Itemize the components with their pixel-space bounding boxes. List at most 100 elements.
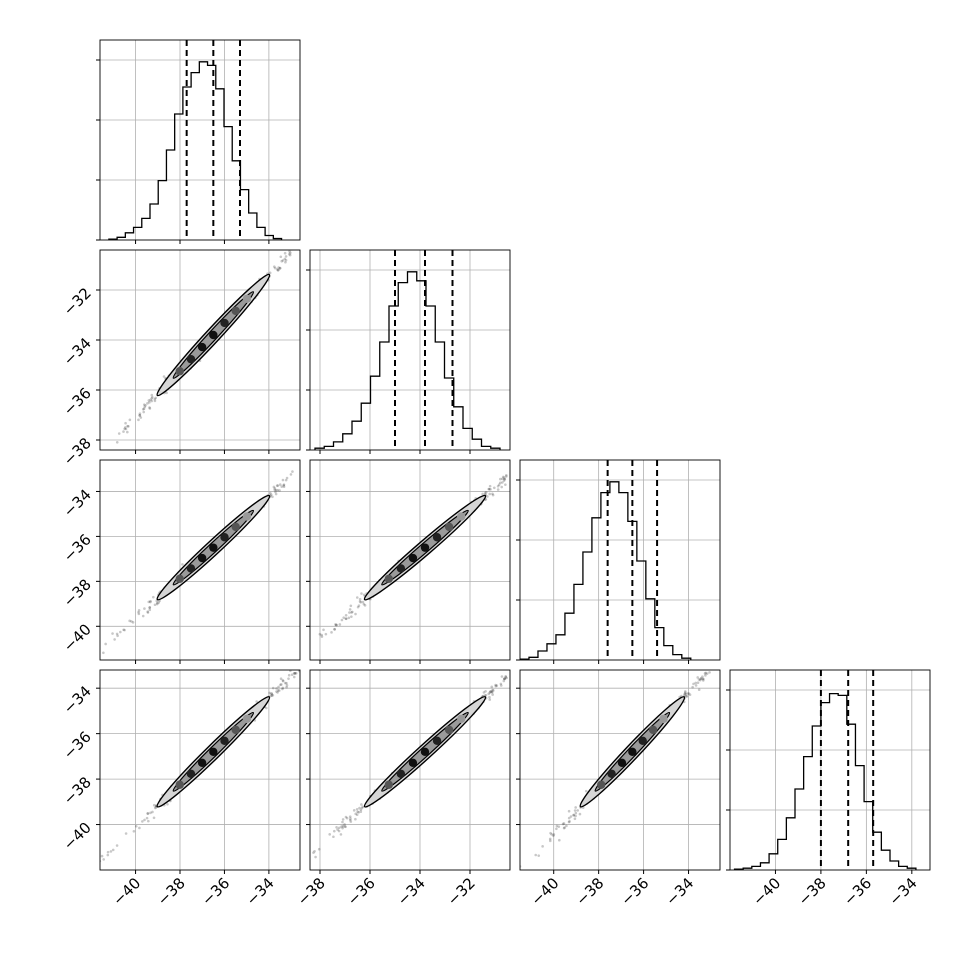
scatter-point [293, 671, 296, 675]
scatter-point [162, 375, 166, 378]
scatter-point [484, 690, 487, 693]
scatter-point [142, 403, 146, 406]
scatter-point [153, 399, 157, 403]
scatter-point [295, 665, 298, 668]
scatter-point [497, 483, 501, 487]
scatter-point [312, 652, 315, 655]
scatter-point [550, 629, 553, 632]
scatter-point [123, 427, 126, 431]
hist-panel-2 [516, 459, 721, 664]
scatter-point [491, 693, 494, 696]
scatter-point [362, 593, 366, 597]
scatter-point [561, 822, 565, 826]
scatter-point [359, 808, 363, 812]
scatter-point [344, 613, 348, 617]
scatter-point [284, 478, 288, 482]
scatter-point [132, 829, 136, 833]
scatter-point [124, 426, 127, 429]
scatter-point [149, 811, 152, 815]
x-tick-label: −40 [527, 874, 562, 909]
scatter-point [300, 664, 303, 667]
x-tick-label: −38 [154, 874, 189, 909]
scatter-point [363, 604, 367, 607]
scatter-panel-1-0 [96, 243, 305, 454]
scatter-point [100, 854, 104, 858]
scatter-point [281, 686, 285, 690]
scatter-point [717, 652, 720, 655]
y-tick-label: −32 [60, 284, 95, 319]
scatter-point [275, 484, 279, 487]
scatter-point [282, 485, 286, 488]
scatter-point [276, 269, 280, 272]
scatter-point [567, 816, 571, 820]
scatter-point [281, 679, 285, 682]
scatter-point [281, 259, 285, 262]
density-blob [432, 533, 442, 542]
scatter-point [255, 700, 258, 703]
scatter-point [277, 689, 281, 692]
scatter-point [148, 606, 151, 610]
scatter-point [280, 259, 284, 263]
scatter-point [701, 679, 705, 682]
scatter-point [488, 484, 492, 488]
scatter-point [343, 825, 347, 828]
scatter-point [273, 487, 277, 490]
scatter-point [332, 835, 335, 839]
scatter-point [534, 853, 538, 857]
scatter-point [498, 481, 502, 485]
scatter-point [275, 690, 278, 693]
density-blob [197, 758, 207, 767]
scatter-point [251, 695, 254, 698]
scatter-point [341, 824, 345, 828]
scatter-point [692, 682, 695, 686]
scatter-point [555, 824, 559, 828]
scatter-point [503, 477, 507, 481]
scatter-point [302, 469, 305, 472]
scatter-point [276, 689, 280, 692]
scatter-point [544, 640, 547, 643]
y-tick-label: −36 [60, 384, 95, 419]
scatter-point [279, 677, 283, 680]
scatter-point [343, 823, 346, 826]
scatter-point [148, 605, 152, 609]
scatter-point [148, 407, 152, 410]
y-tick-label: −36 [60, 531, 95, 566]
scatter-point [302, 243, 305, 246]
scatter-point [542, 442, 545, 445]
density-blob [186, 354, 196, 364]
scatter-point [569, 815, 573, 818]
y-tick-label: −34 [60, 486, 95, 521]
scatter-point [141, 407, 145, 411]
scatter-point [348, 423, 351, 426]
scatter-point [145, 816, 149, 820]
density-blob [384, 574, 393, 583]
density-blob [242, 294, 252, 303]
scatter-point [344, 617, 348, 621]
panel-frame [309, 459, 511, 661]
scatter-point [271, 686, 275, 690]
histogram-line [314, 271, 501, 450]
scatter-point [502, 479, 506, 482]
scatter-point [285, 684, 289, 687]
hist-panel-1 [306, 249, 511, 454]
scatter-point [285, 681, 288, 685]
scatter-point [312, 851, 315, 854]
scatter-point [499, 682, 503, 686]
scatter-point [166, 803, 169, 806]
scatter-point [289, 251, 292, 255]
scatter-point [165, 391, 168, 395]
scatter-point [481, 492, 484, 496]
scatter-point [322, 628, 325, 632]
scatter-point [92, 661, 95, 664]
scatter-point [277, 266, 280, 269]
scatter-point [294, 671, 298, 675]
scatter-point [116, 634, 119, 638]
scatter-point [557, 825, 561, 828]
scatter-point [284, 258, 288, 262]
scatter-point [484, 693, 488, 697]
scatter-point [130, 620, 133, 623]
density-blob [408, 553, 418, 563]
panel-frame [309, 669, 511, 871]
scatter-point [115, 632, 119, 636]
scatter-point [684, 694, 688, 698]
